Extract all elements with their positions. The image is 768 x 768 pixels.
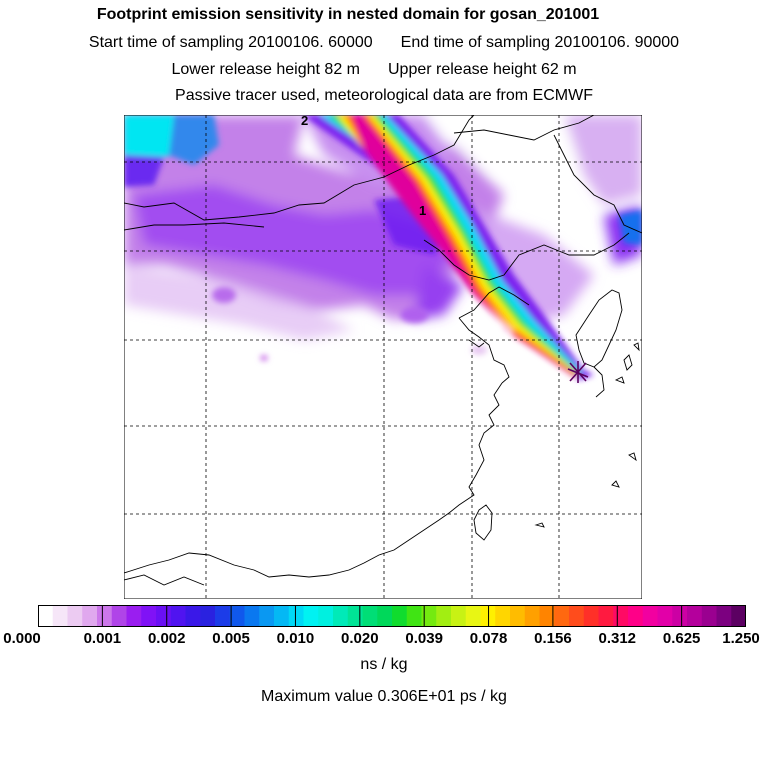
colorbar-tick-label: 0.156 [534, 630, 572, 647]
colorbar-swatch [480, 605, 496, 627]
colorbar-tick-label: 0.078 [469, 630, 508, 647]
colorbar-swatch [185, 605, 201, 627]
colorbar-tick-label: 1.250 [722, 630, 760, 647]
colorbar-swatch [687, 605, 703, 627]
colorbar-swatch [141, 605, 157, 627]
colorbar-tick-label: 0.005 [212, 630, 250, 647]
colorbar-swatch [451, 605, 467, 627]
colorbar-swatch [111, 605, 127, 627]
sampling-start: Start time of sampling 20100106. 60000 [88, 34, 373, 51]
transport-plume [302, 115, 594, 380]
colorbar-swatch [613, 605, 629, 627]
colorbar-swatch [200, 605, 216, 627]
sampling-end: End time of sampling 20100106. 90000 [400, 34, 680, 51]
colorbar-swatch [126, 605, 142, 627]
colorbar-swatch [97, 605, 113, 627]
colorbar-swatch [170, 605, 186, 627]
release-height-line: Lower release height 82 m Upper release h… [0, 61, 758, 79]
colorbar-swatch [362, 605, 378, 627]
sampling-time-line: Start time of sampling 20100106. 60000 En… [0, 34, 768, 52]
colorbar-swatch [583, 605, 599, 627]
field-scatter [212, 287, 487, 361]
plot-title: Footprint emission sensitivity in nested… [96, 6, 600, 23]
colorbar-swatch [318, 605, 334, 627]
upper-release-height: Upper release height 62 m [388, 61, 577, 78]
colorbar-swatch [554, 605, 570, 627]
colorbar-swatch [524, 605, 540, 627]
colorbar-tick-label: 0.625 [662, 630, 701, 647]
colorbar-swatch [303, 605, 319, 627]
colorbar-swatch [274, 605, 290, 627]
colorbar-swatch [436, 605, 452, 627]
colorbar-swatch [465, 605, 481, 627]
colorbar-tick-label: 0.001 [83, 630, 122, 647]
colorbar-swatch [406, 605, 422, 627]
trajectory-label-2: 2 [301, 115, 308, 128]
lower-release-height: Lower release height 82 m [171, 61, 360, 78]
colorbar-swatch [377, 605, 393, 627]
colorbar-swatch [569, 605, 585, 627]
trajectory-label-1: 1 [419, 203, 426, 218]
colorbar-tick-label: 0.039 [405, 630, 443, 647]
colorbar-swatch [229, 605, 245, 627]
colorbar-swatch [495, 605, 511, 627]
receptor-star-icon [567, 361, 589, 383]
colorbar-swatch [288, 605, 304, 627]
colorbar-swatch [701, 605, 717, 627]
colorbar-swatch [215, 605, 231, 627]
colorbar-swatch [244, 605, 260, 627]
maximum-value: Maximum value 0.306E+01 ps / kg [261, 688, 507, 705]
colorbar-swatch [259, 605, 275, 627]
colorbar-swatch [156, 605, 172, 627]
tracer-info: Passive tracer used, meteorological data… [175, 87, 593, 104]
colorbar-tick-label: 0.000 [3, 630, 41, 647]
colorbar-tick-label: 0.010 [276, 630, 315, 647]
colorbar-swatch [38, 605, 54, 627]
colorbar-swatch [52, 605, 68, 627]
colorbar-swatch [598, 605, 614, 627]
graticule [124, 115, 642, 599]
colorbar-swatch [731, 605, 746, 627]
colorbar-swatch [642, 605, 658, 627]
colorbar-swatch [67, 605, 83, 627]
sensitivity-field [124, 115, 642, 380]
colorbar-swatch [628, 605, 644, 627]
footprint-map: 2 1 [124, 115, 642, 599]
colorbar [38, 605, 746, 627]
coastline-borders [124, 115, 642, 586]
colorbar-unit: ns / kg [360, 656, 408, 673]
colorbar-swatch [510, 605, 526, 627]
colorbar-frame [38, 605, 746, 627]
colorbar-tick-label: 0.312 [598, 630, 637, 647]
colorbar-swatch [333, 605, 349, 627]
colorbar-swatch [82, 605, 98, 627]
colorbar-swatch [716, 605, 732, 627]
colorbar-swatch [392, 605, 408, 627]
colorbar-swatch [657, 605, 673, 627]
colorbar-swatch [347, 605, 363, 627]
colorbar-tick-label: 0.002 [147, 630, 186, 647]
colorbar-swatch [421, 605, 437, 627]
colorbar-swatch [539, 605, 555, 627]
colorbar-swatch [672, 605, 688, 627]
colorbar-tick-label: 0.020 [341, 630, 379, 647]
